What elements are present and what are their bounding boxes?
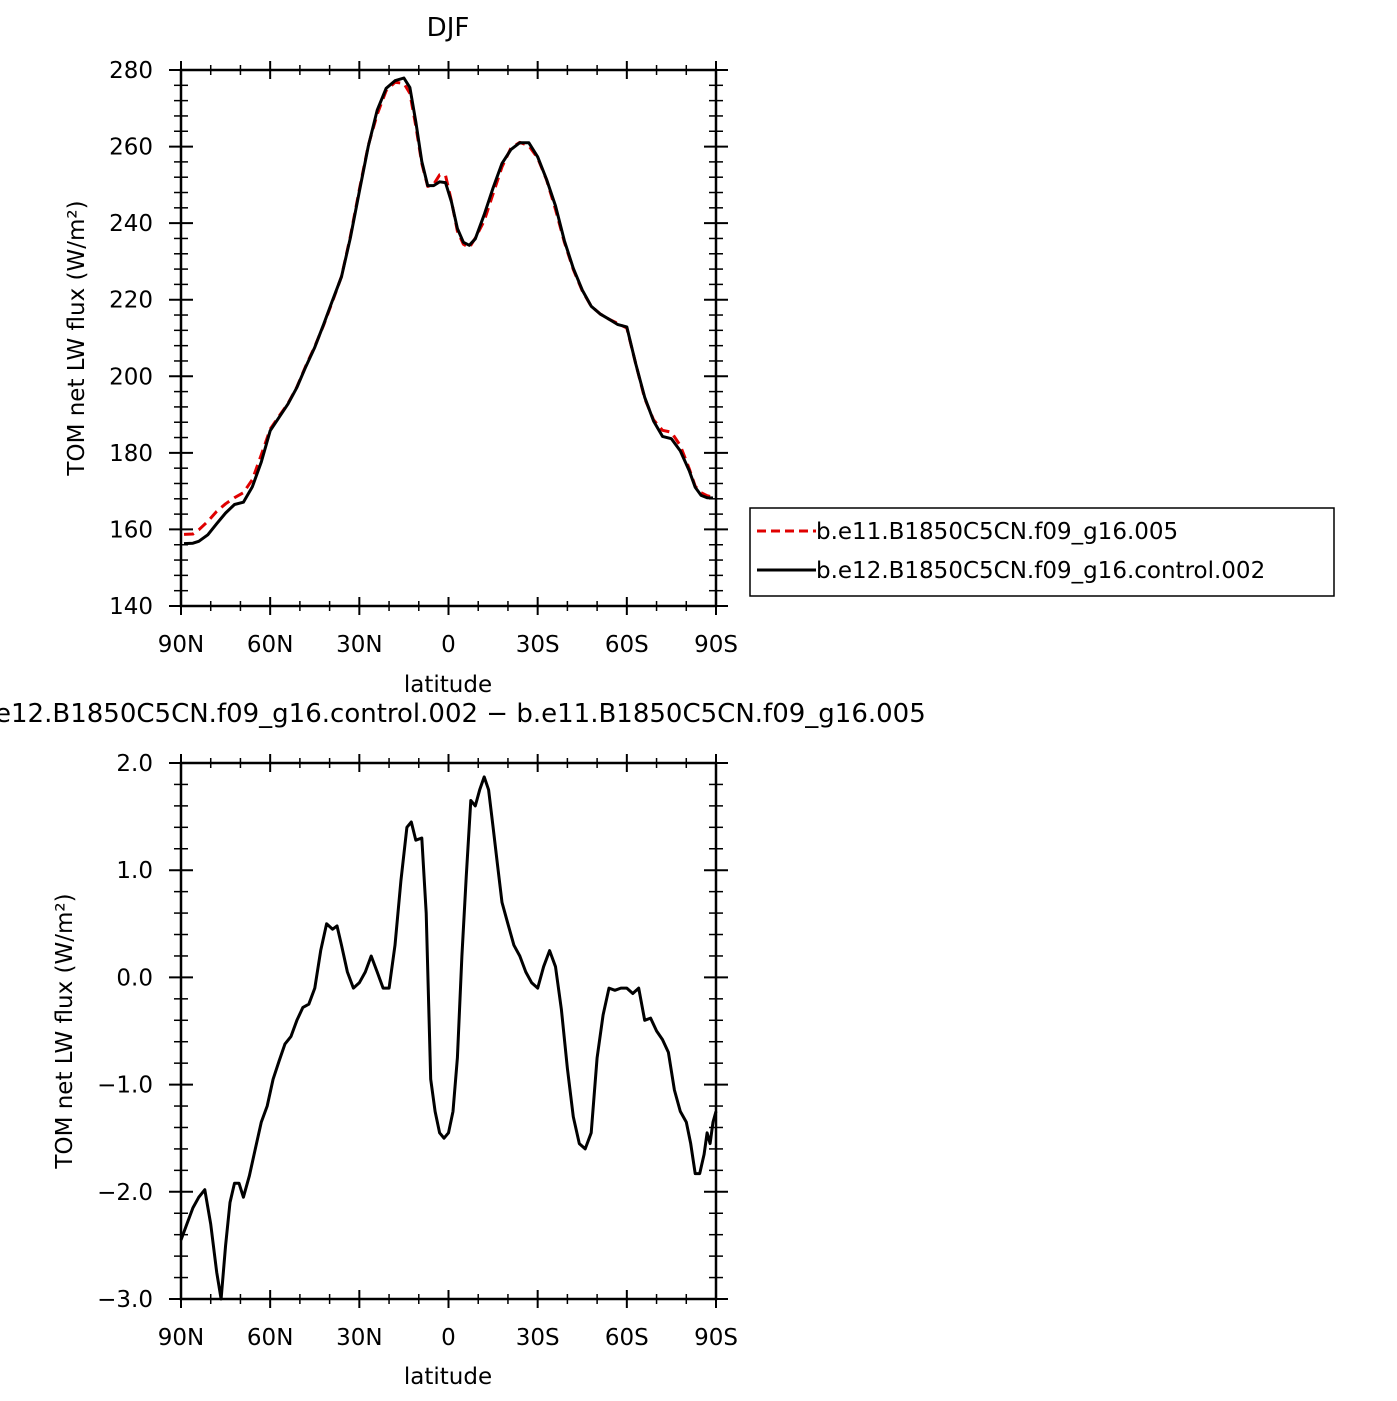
bottom-y-tick-label: 2.0 xyxy=(116,751,153,777)
bottom-y-tick-label: −2.0 xyxy=(97,1180,153,1206)
bottom-plot-area: 90N 60N 30N 0 30S 60S 90S −3.0 −2.0 −1.0 0.0 1.0 2.0 xyxy=(97,751,738,1351)
top-x-tick-label: 90S xyxy=(694,632,738,658)
bottom-x-axis-label: latitude xyxy=(404,1364,492,1390)
top-y-tick-label: 260 xyxy=(109,135,153,161)
top-y-tick-label: 160 xyxy=(109,517,153,543)
top-y-tick-label: 280 xyxy=(109,58,153,84)
top-series-line-2 xyxy=(183,76,714,546)
top-x-axis-label: latitude xyxy=(404,672,492,698)
top-chart: DJF 90N 60N 30N 0 30S 60S 90S 140 160 180 200 220 24… xyxy=(64,13,1335,698)
legend: b.e11.B1850C5CN.f09_g16.005 b.e12.B1850C… xyxy=(749,507,1335,597)
bottom-series-line-1 xyxy=(179,775,718,1301)
bottom-x-tick-label: 60S xyxy=(605,1325,649,1351)
top-x-tick-label: 0 xyxy=(441,632,456,658)
bottom-plot-frame xyxy=(179,761,718,1301)
bottom-y-axis-label: TOM net LW flux (W/m²) xyxy=(52,893,78,1169)
top-y-tick-label: 240 xyxy=(109,211,153,237)
bottom-x-tick-label: 0 xyxy=(441,1325,456,1351)
top-x-tick-label: 90N xyxy=(158,632,204,658)
top-x-tick-label: 60S xyxy=(605,632,649,658)
bottom-y-tick-label: 0.0 xyxy=(116,965,153,991)
bottom-y-tick-label: −3.0 xyxy=(97,1287,153,1313)
legend-label-series-1: b.e11.B1850C5CN.f09_g16.005 xyxy=(816,519,1178,545)
bottom-y-tick-label: 1.0 xyxy=(116,858,153,884)
bottom-chart: b.e12.B1850C5CN.f09_g16.control.002 − b.… xyxy=(0,699,926,1390)
top-plot-area: 90N 60N 30N 0 30S 60S 90S 140 160 180 200 220 240 260… xyxy=(109,58,738,658)
top-plot-frame xyxy=(179,68,718,608)
top-y-tick-label: 200 xyxy=(109,364,153,390)
bottom-x-tick-label: 90N xyxy=(158,1325,204,1351)
top-x-tick-label: 60N xyxy=(247,632,293,658)
top-chart-title: DJF xyxy=(427,13,470,43)
top-y-tick-label: 180 xyxy=(109,441,153,467)
top-y-tick-label: 220 xyxy=(109,288,153,314)
bottom-x-tick-label: 30S xyxy=(516,1325,560,1351)
legend-label-series-2: b.e12.B1850C5CN.f09_g16.control.002 xyxy=(816,558,1265,584)
bottom-x-tick-label: 90S xyxy=(694,1325,738,1351)
top-y-axis-label: TOM net LW flux (W/m²) xyxy=(64,200,90,476)
top-y-tick-label: 140 xyxy=(109,594,153,620)
top-x-tick-label: 30N xyxy=(336,632,382,658)
legend-box xyxy=(749,507,1335,597)
top-series-line-1 xyxy=(183,80,714,536)
bottom-x-tick-label: 60N xyxy=(247,1325,293,1351)
bottom-y-tick-label: −1.0 xyxy=(97,1073,153,1099)
top-x-tick-label: 30S xyxy=(516,632,560,658)
bottom-x-tick-label: 30N xyxy=(336,1325,382,1351)
bottom-chart-title: b.e12.B1850C5CN.f09_g16.control.002 − b.… xyxy=(0,699,926,729)
